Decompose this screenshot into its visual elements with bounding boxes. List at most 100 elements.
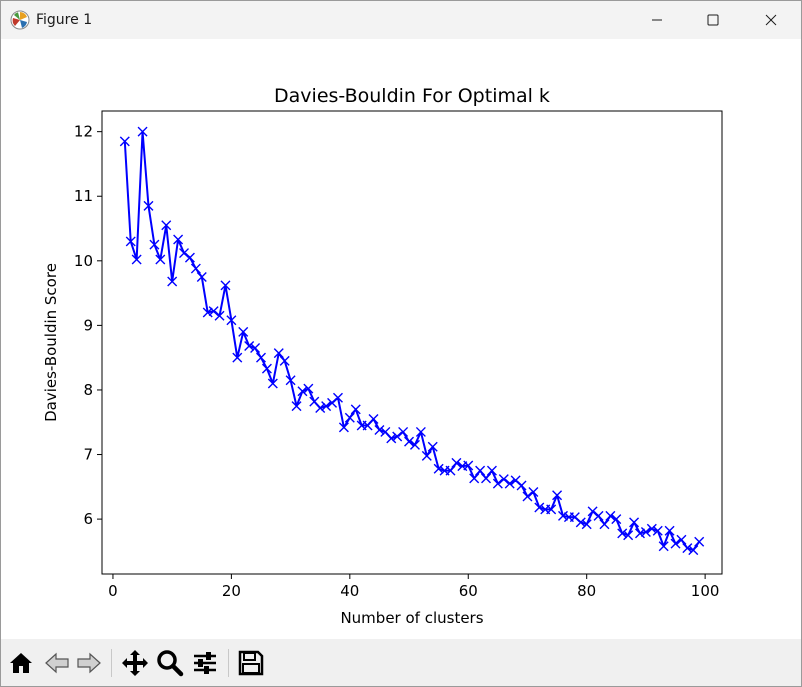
data-point-marker — [664, 525, 675, 536]
data-point-marker — [350, 404, 361, 415]
y-tick-label: 7 — [83, 446, 93, 464]
back-button[interactable] — [43, 649, 71, 677]
home-button[interactable] — [7, 649, 35, 677]
x-tick-label: 60 — [459, 582, 478, 600]
y-tick-label: 10 — [74, 252, 93, 270]
data-point-marker — [528, 486, 539, 497]
data-point-marker — [143, 200, 154, 211]
data-point-marker — [149, 239, 160, 250]
data-point-marker — [433, 463, 444, 474]
data-point-marker — [232, 352, 243, 363]
figure-canvas[interactable]: 0 20 40 60 80 100 6 7 8 9 10 11 12 Davies-Bouldin Fo… — [1, 39, 801, 639]
data-point-marker — [202, 307, 213, 318]
x-tick-label: 40 — [340, 582, 359, 600]
close-button[interactable] — [743, 1, 799, 39]
data-point-marker — [374, 425, 385, 435]
x-axis-label: Number of clusters — [340, 609, 483, 627]
data-point-marker — [611, 514, 622, 525]
data-point-marker — [190, 263, 201, 274]
close-icon — [765, 14, 777, 26]
data-point-marker — [534, 502, 545, 513]
title-bar: Figure 1 — [1, 1, 801, 39]
y-tick-label: 9 — [83, 316, 93, 334]
save-button[interactable] — [237, 649, 265, 677]
configure-subplots-button[interactable] — [191, 649, 219, 677]
data-point-marker — [498, 474, 509, 485]
window-title: Figure 1 — [36, 12, 93, 28]
data-point-marker — [226, 315, 237, 326]
data-point-marker — [131, 254, 142, 265]
data-point-marker — [291, 401, 302, 412]
data-point-marker — [451, 457, 462, 468]
forward-button[interactable] — [75, 649, 103, 677]
forward-icon — [77, 652, 101, 674]
data-point-marker — [646, 523, 657, 534]
y-axis-label: Davies-Bouldin Score — [42, 263, 60, 422]
data-point-marker — [238, 326, 249, 337]
data-point-marker — [492, 478, 503, 489]
pan-icon — [122, 650, 148, 676]
data-point-marker — [682, 543, 693, 554]
save-icon — [238, 650, 264, 676]
data-point-marker — [605, 510, 616, 521]
data-point-marker — [285, 375, 296, 386]
data-point-marker — [475, 465, 486, 476]
data-point-marker — [155, 254, 166, 265]
zoom-icon — [157, 650, 184, 677]
data-point-marker — [617, 528, 628, 539]
back-icon — [45, 652, 69, 674]
data-point-marker — [486, 465, 497, 476]
data-point-marker — [332, 392, 343, 403]
data-point-marker — [587, 506, 598, 517]
data-point-marker — [558, 510, 568, 521]
configure-subplots-icon — [194, 652, 216, 674]
maximize-button[interactable] — [685, 1, 741, 39]
data-point-marker — [575, 517, 586, 528]
data-point-marker — [250, 342, 261, 353]
home-icon — [10, 653, 32, 673]
data-point-marker — [167, 276, 178, 287]
data-point-marker — [516, 480, 527, 491]
data-point-marker — [546, 504, 557, 515]
data-point-marker — [214, 310, 225, 321]
navigation-toolbar — [1, 639, 801, 686]
data-point-marker — [137, 126, 148, 137]
line-chart: 0 20 40 60 80 100 6 7 8 9 10 11 12 Davies-Bouldin Fo… — [42, 85, 723, 627]
data-point-marker — [415, 426, 426, 437]
data-point-marker — [261, 363, 272, 374]
zoom-button[interactable] — [156, 649, 184, 677]
chart-title: Davies-Bouldin For Optimal k — [274, 85, 550, 107]
data-point-marker — [321, 401, 332, 412]
data-point-marker — [161, 220, 172, 231]
y-tick-label: 8 — [83, 381, 93, 399]
data-point-marker — [267, 378, 278, 389]
y-tick-label: 12 — [74, 123, 93, 141]
data-point-marker — [629, 517, 640, 528]
data-point-marker — [125, 236, 136, 247]
toolbar-separator — [228, 649, 229, 677]
data-point-marker — [445, 465, 456, 476]
plot-area — [101, 110, 723, 575]
minimize-button[interactable] — [629, 1, 685, 39]
data-point-marker — [179, 248, 190, 259]
data-point-marker — [184, 252, 195, 263]
data-point-marker — [119, 136, 130, 147]
data-point-marker — [409, 439, 420, 450]
data-point-marker — [652, 525, 663, 536]
data-point-marker — [208, 306, 219, 317]
data-point-marker — [279, 355, 290, 366]
data-point-marker — [599, 519, 610, 530]
data-point-marker — [256, 352, 266, 363]
y-tick-label: 6 — [83, 510, 93, 528]
data-point-marker — [670, 538, 681, 549]
data-point-marker — [220, 280, 231, 291]
data-point-marker — [386, 433, 397, 444]
minimize-icon — [652, 19, 662, 21]
data-point-marker — [552, 490, 563, 501]
data-point-marker — [694, 536, 705, 547]
data-point-marker — [344, 412, 355, 423]
data-point-marker — [481, 473, 492, 484]
data-point-marker — [688, 545, 699, 556]
pan-button[interactable] — [121, 649, 149, 677]
data-point-marker — [368, 414, 379, 425]
